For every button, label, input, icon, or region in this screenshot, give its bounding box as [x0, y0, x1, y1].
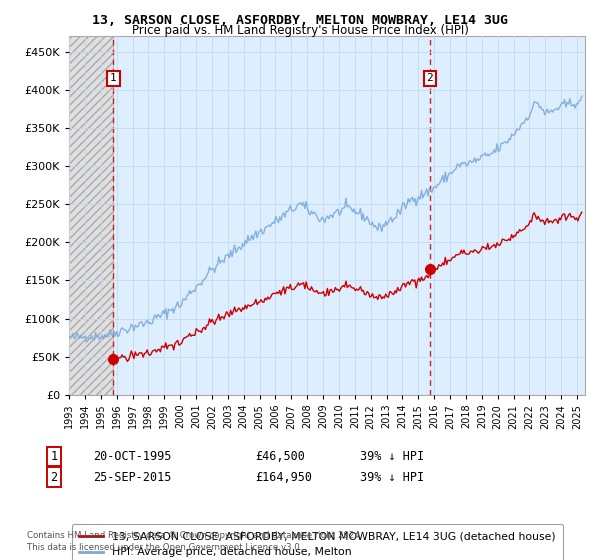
Text: Price paid vs. HM Land Registry's House Price Index (HPI): Price paid vs. HM Land Registry's House …	[131, 24, 469, 37]
Text: 39% ↓ HPI: 39% ↓ HPI	[360, 470, 424, 484]
Text: Contains HM Land Registry data © Crown copyright and database right 2024.
This d: Contains HM Land Registry data © Crown c…	[27, 531, 362, 552]
Text: 39% ↓ HPI: 39% ↓ HPI	[360, 450, 424, 463]
Text: 1: 1	[50, 450, 58, 463]
Text: 20-OCT-1995: 20-OCT-1995	[93, 450, 172, 463]
Bar	[69, 36, 113, 395]
Text: £46,500: £46,500	[255, 450, 305, 463]
Text: 2: 2	[50, 470, 58, 484]
Text: 1: 1	[110, 73, 117, 83]
Text: 2: 2	[427, 73, 433, 83]
Legend: 13, SARSON CLOSE, ASFORDBY, MELTON MOWBRAY, LE14 3UG (detached house), HPI: Aver: 13, SARSON CLOSE, ASFORDBY, MELTON MOWBR…	[72, 524, 563, 560]
Text: 13, SARSON CLOSE, ASFORDBY, MELTON MOWBRAY, LE14 3UG: 13, SARSON CLOSE, ASFORDBY, MELTON MOWBR…	[92, 14, 508, 27]
Text: £164,950: £164,950	[255, 470, 312, 484]
Text: 25-SEP-2015: 25-SEP-2015	[93, 470, 172, 484]
